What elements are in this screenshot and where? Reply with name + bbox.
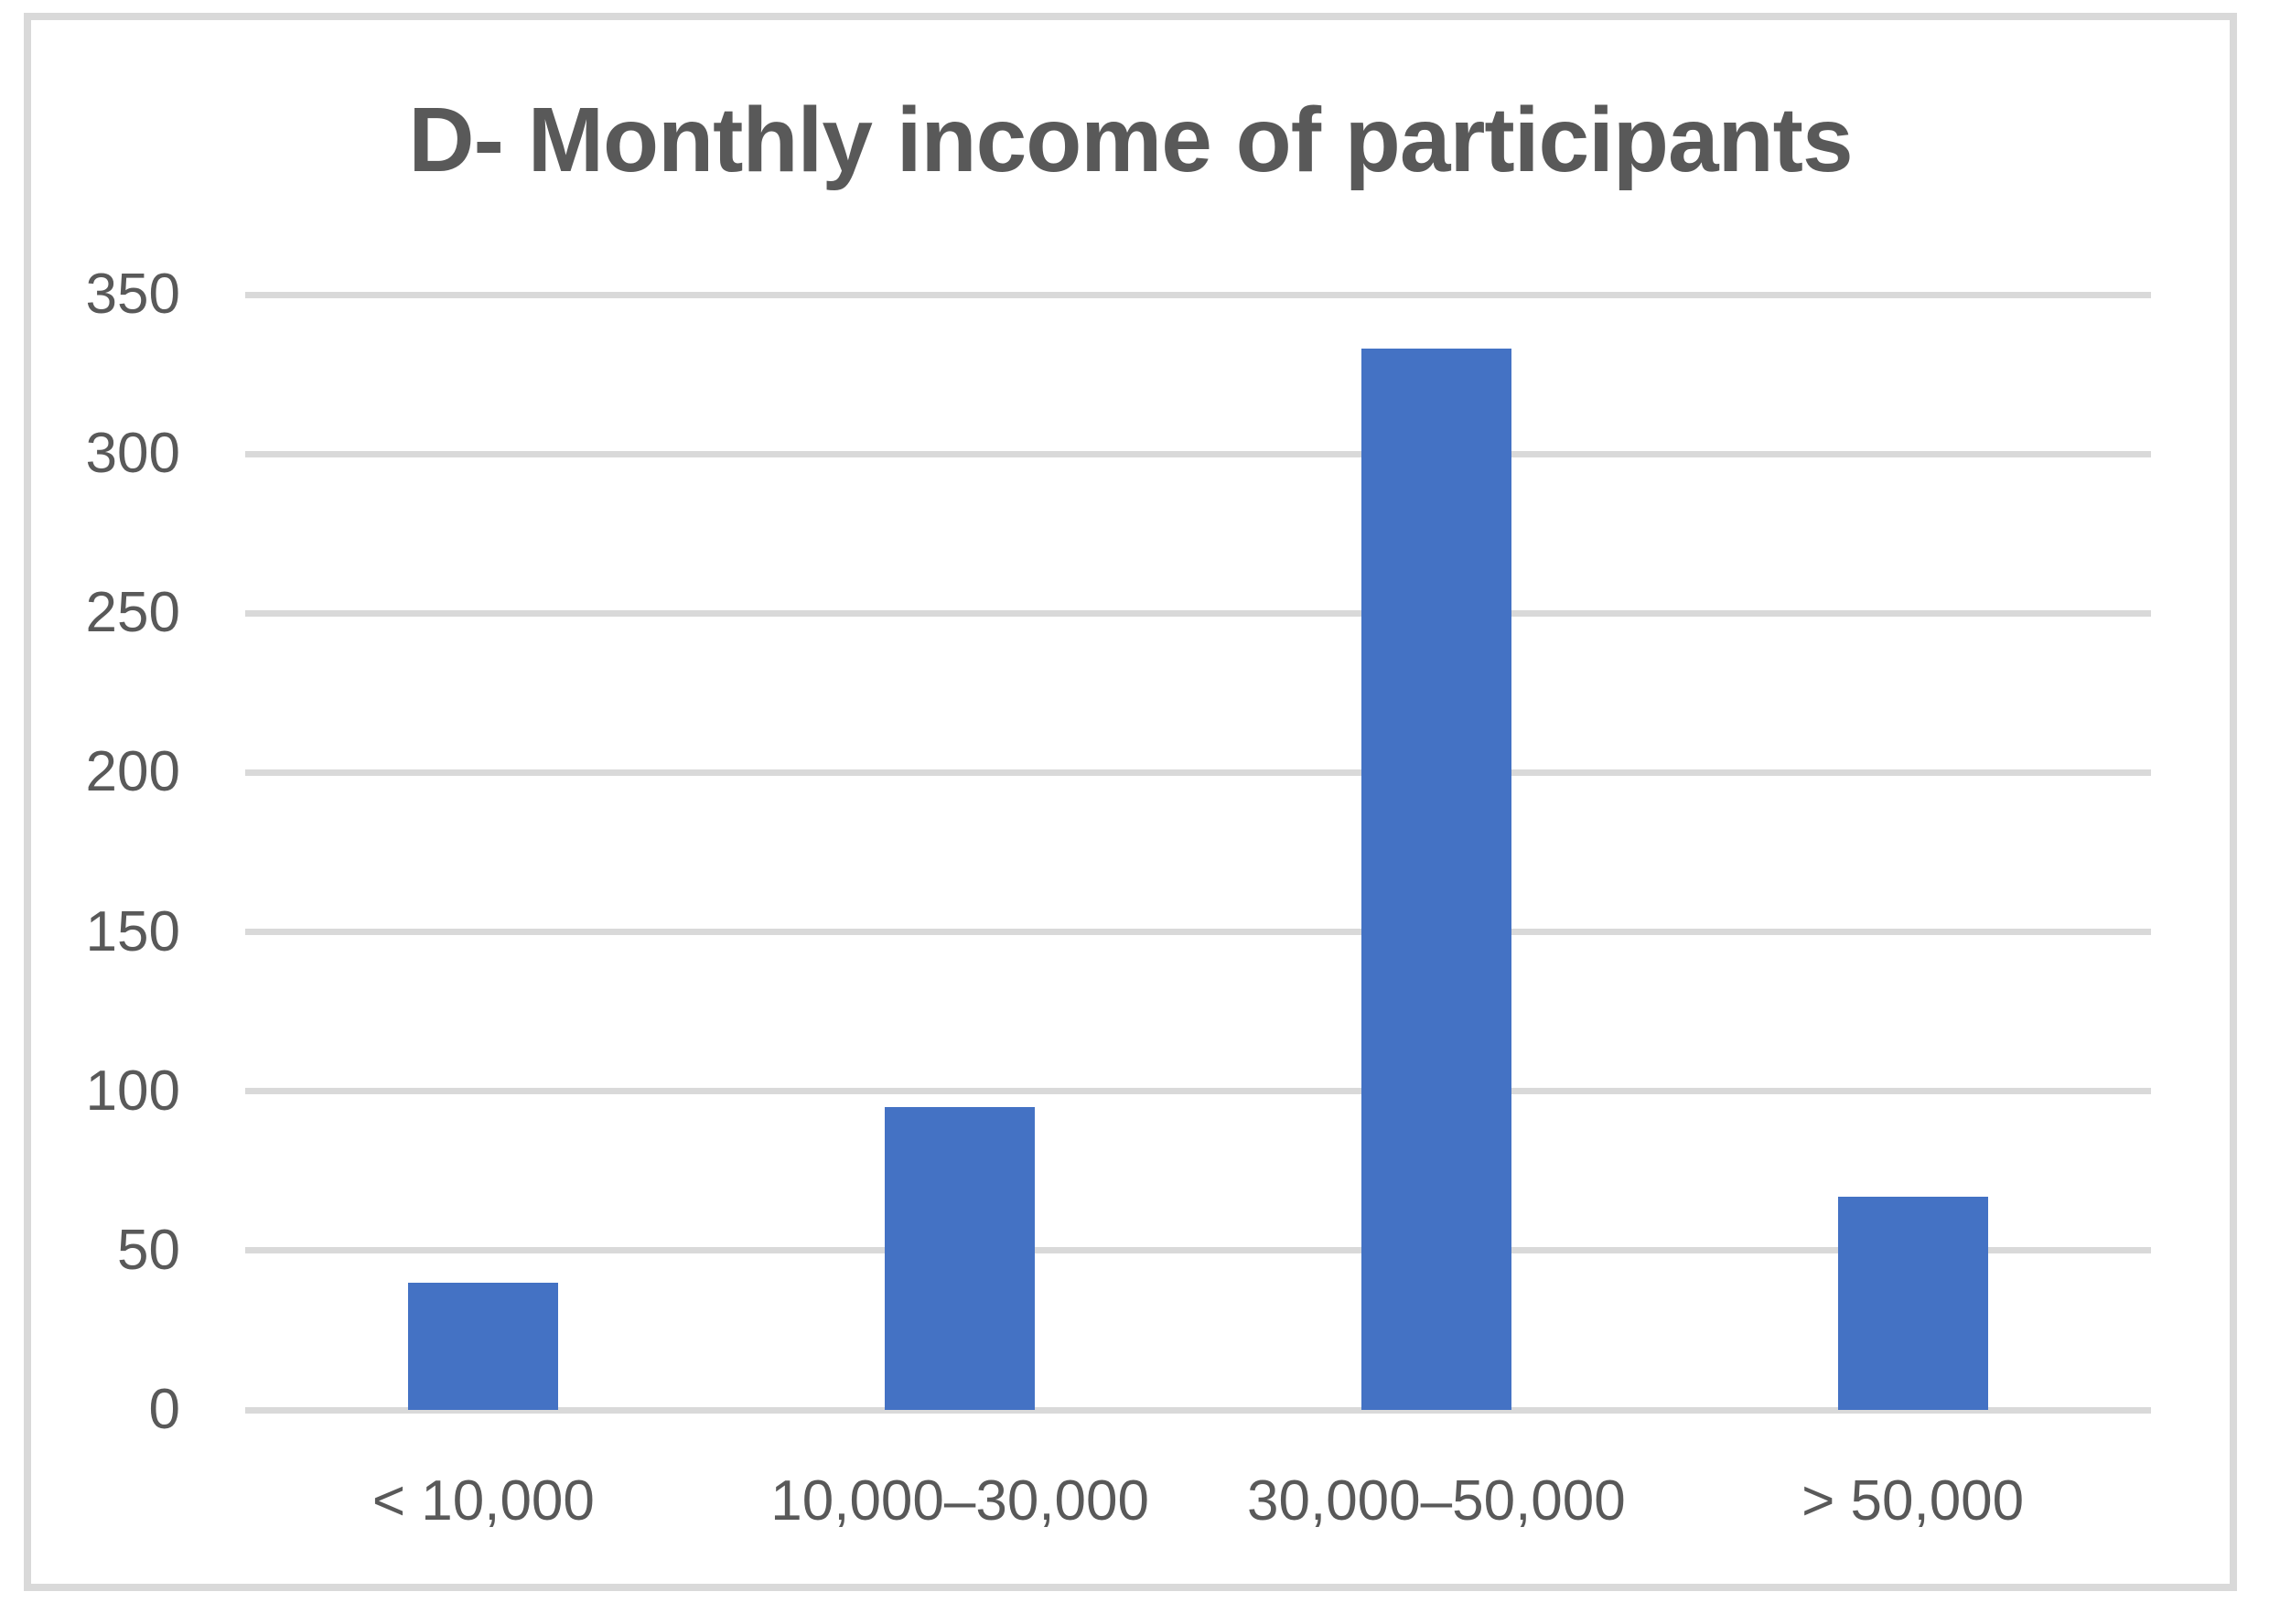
- bar-1: [408, 1282, 559, 1410]
- chart-title: D- Monthly income of participants: [408, 89, 1853, 191]
- x-category-label: < 10,000: [371, 1469, 595, 1533]
- gridline: [245, 1406, 2151, 1414]
- y-tick-label: 250: [85, 581, 180, 645]
- gridline: [245, 609, 2151, 617]
- y-tick-label: 300: [85, 422, 180, 486]
- y-tick-label: 0: [148, 1378, 180, 1441]
- x-category-label: 30,000–50,000: [1247, 1469, 1626, 1533]
- y-tick-label: 150: [85, 899, 180, 963]
- gridline: [245, 769, 2151, 776]
- plot-area: [245, 291, 2151, 1414]
- y-tick-label: 350: [85, 263, 180, 326]
- y-tick-label: 100: [85, 1059, 180, 1123]
- bar-4: [1837, 1196, 1988, 1410]
- y-tick-label: 50: [117, 1218, 180, 1282]
- bar-2: [885, 1107, 1036, 1410]
- y-axis-labels: 0 50 100 150 200 250 300 350: [24, 0, 180, 1624]
- gridline: [245, 1088, 2151, 1095]
- gridline: [245, 929, 2151, 936]
- gridline: [245, 1247, 2151, 1254]
- x-category-label: 10,000–30,000: [770, 1469, 1149, 1533]
- y-tick-label: 200: [85, 740, 180, 804]
- x-axis-labels: < 10,000 10,000–30,000 30,000–50,000 > 50,0…: [245, 1465, 2151, 1565]
- x-category-label: > 50,000: [1801, 1469, 2025, 1533]
- gridline: [245, 450, 2151, 457]
- bar-3: [1360, 349, 1511, 1410]
- gridline: [245, 291, 2151, 298]
